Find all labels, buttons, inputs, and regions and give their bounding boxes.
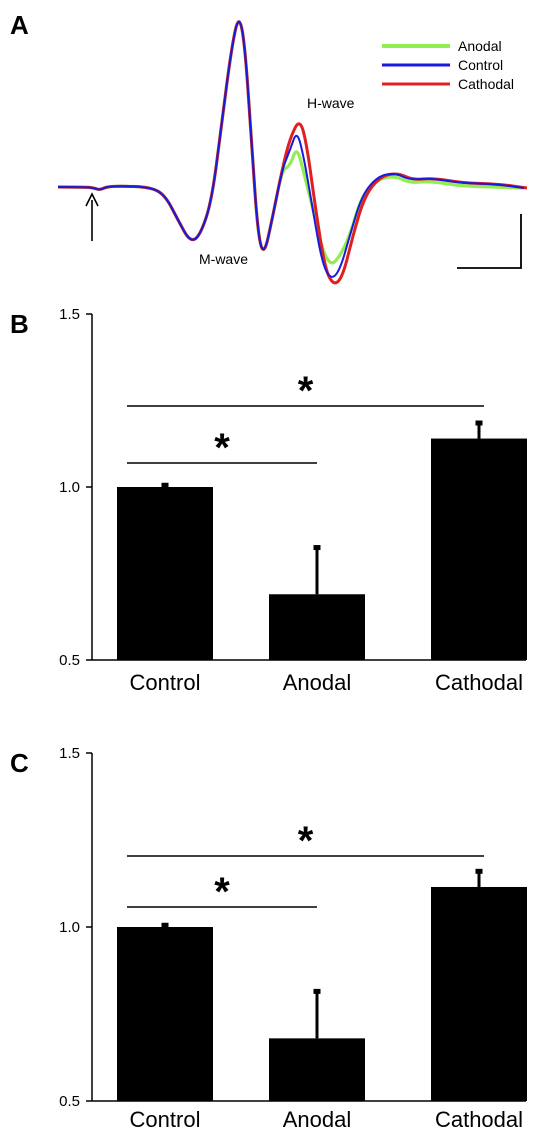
panel-c: C 0.5 1.0 1.5 Control Anodal Cathodal * * [10,745,527,1129]
trace-control [57,20,525,278]
bar-anodal [269,594,365,660]
bar-control [117,487,213,660]
significance-star: * [298,369,314,413]
y-tick-label: 1.5 [59,745,80,762]
x-tick-label-cathodal: Cathodal [435,670,523,695]
bar-control [117,927,213,1101]
significance-star: * [298,819,314,863]
panel-a: A Anodal Control Cathodal M-wave H-wave [10,10,528,285]
trace-cathodal [57,20,528,285]
y-tick-label: 0.5 [59,1093,80,1110]
legend-label-control: Control [458,57,503,73]
y-tick-label: 0.5 [59,652,80,669]
legend-label-cathodal: Cathodal [458,76,514,92]
m-wave-annotation: M-wave [199,251,248,267]
bar-chart-c: 0.5 1.0 1.5 Control Anodal Cathodal * * [59,745,527,1129]
bar-cathodal [431,438,527,660]
panel-a-label: A [10,10,29,40]
panel-b-label: B [10,309,29,339]
significance-star: * [214,426,230,470]
panel-b: B 0.5 1.0 1.5 Control Anodal Cathodal * * [10,306,527,695]
significance-star: * [214,870,230,914]
emg-traces [57,20,528,285]
bar-cathodal [431,886,527,1101]
arrow-up-icon [85,192,99,241]
h-wave-annotation: H-wave [307,95,355,111]
scale-bar [457,214,522,269]
panel-c-label: C [10,748,29,778]
x-tick-label-control: Control [130,1107,201,1129]
trace-anodal [57,20,525,265]
y-tick-label: 1.0 [59,919,80,936]
x-tick-label-control: Control [130,670,201,695]
y-tick-label: 1.5 [59,306,80,323]
x-tick-label-anodal: Anodal [283,670,352,695]
bar-anodal [269,1038,365,1101]
bar-chart-b: 0.5 1.0 1.5 Control Anodal Cathodal * * [59,306,527,695]
legend-label-anodal: Anodal [458,38,502,54]
y-tick-label: 1.0 [59,479,80,496]
trace-legend: Anodal Control Cathodal [382,38,514,92]
x-tick-label-anodal: Anodal [283,1107,352,1129]
x-tick-label-cathodal: Cathodal [435,1107,523,1129]
